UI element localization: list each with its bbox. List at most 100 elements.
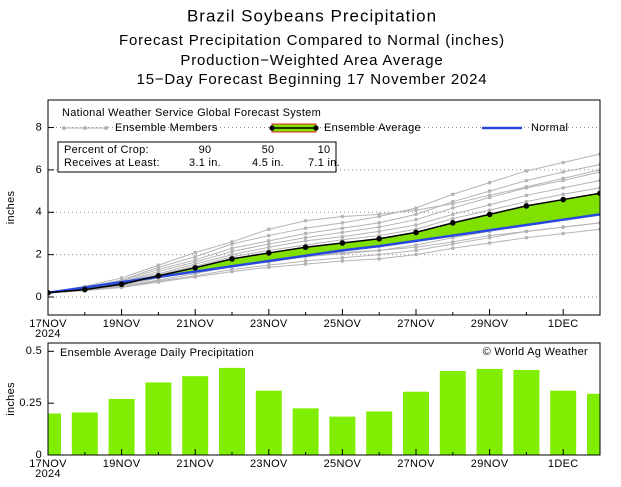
bar — [587, 393, 600, 455]
average-point — [192, 264, 198, 271]
member-point — [193, 254, 197, 259]
x-tick-label: 29NOV — [471, 458, 509, 470]
bar — [219, 367, 245, 455]
member-line — [48, 169, 600, 294]
member-point — [487, 189, 492, 193]
average-point — [597, 190, 600, 197]
member-point — [267, 242, 271, 246]
panel-title: Ensemble Average Daily Precipitation — [60, 347, 254, 359]
bar — [255, 390, 282, 455]
legend-label: Normal — [531, 122, 568, 134]
member-point — [414, 223, 418, 227]
member-line — [48, 180, 600, 294]
legend-swatch — [269, 125, 275, 131]
chart-title: Brazil Soybeans Precipitation — [187, 6, 437, 25]
member-point — [524, 229, 529, 234]
member-point — [561, 225, 565, 229]
y-tick-label: 0.5 — [26, 345, 42, 357]
member-point — [230, 249, 234, 254]
member-point — [524, 169, 529, 173]
x-tick-label: 17NOV — [29, 318, 67, 330]
bar — [145, 382, 172, 455]
member-point — [561, 186, 565, 190]
x-tick-label: 1DEC — [548, 318, 579, 330]
average-point — [523, 203, 530, 209]
y-tick-label: 2 — [36, 249, 42, 261]
average-point — [376, 235, 383, 242]
x-tick-label: 27NOV — [397, 458, 435, 470]
crop-table-cell: 50 — [262, 144, 275, 156]
member-point — [561, 176, 565, 181]
crop-table-cell: Percent of Crop: — [64, 144, 149, 156]
bar — [513, 369, 540, 455]
y-tick-label: 6 — [36, 164, 42, 176]
y-tick-label: 0 — [36, 449, 42, 461]
member-point — [377, 214, 382, 219]
member-point — [451, 240, 455, 244]
member-point — [487, 208, 492, 212]
member-point — [451, 199, 455, 204]
member-line — [48, 153, 600, 294]
member-point — [377, 229, 382, 234]
average-point — [486, 211, 493, 218]
bar — [329, 416, 356, 455]
bar — [403, 391, 429, 455]
member-point — [156, 265, 161, 270]
member-line — [48, 222, 600, 294]
member-point — [340, 221, 345, 225]
x-tick-label: 23NOV — [250, 458, 288, 470]
crop-table-cell: 7.1 in. — [308, 157, 340, 169]
average-point — [560, 196, 566, 203]
member-point — [414, 243, 418, 247]
member-line — [48, 164, 600, 294]
member-point — [451, 212, 455, 217]
member-point — [451, 246, 455, 251]
member-point — [561, 160, 565, 165]
plot-frame — [47, 342, 601, 456]
member-point — [303, 226, 308, 230]
y-tick-label: 0.25 — [19, 397, 42, 409]
member-point — [230, 242, 234, 246]
bar — [476, 368, 503, 455]
y-axis-label: inches — [5, 191, 17, 225]
x-tick-label: 23NOV — [250, 318, 288, 330]
member-point — [561, 170, 565, 174]
chart-subtitle: 15−Day Forecast Beginning 17 November 20… — [137, 71, 488, 88]
plot-area — [48, 367, 600, 455]
member-point — [414, 206, 418, 210]
crop-table-cell: Receives at Least: — [64, 157, 160, 169]
average-point — [450, 220, 456, 226]
member-point — [451, 192, 455, 197]
average-point — [82, 286, 88, 293]
x-tick-label: 27NOV — [397, 318, 435, 330]
member-point — [340, 234, 345, 239]
average-point — [302, 244, 309, 251]
member-point — [414, 252, 418, 257]
bar — [550, 390, 577, 455]
bar — [366, 411, 393, 455]
member-point — [267, 239, 271, 243]
member-point — [303, 259, 308, 263]
x-year-label: 2024 — [35, 328, 61, 340]
member-point — [377, 252, 382, 257]
legend-label: Ensemble Average — [324, 122, 421, 134]
chart-subtitle: Production−Weighted Area Average — [180, 52, 443, 69]
member-point — [340, 226, 345, 230]
member-point — [303, 218, 308, 223]
member-point — [303, 231, 308, 236]
average-point — [413, 229, 419, 236]
credit: © World Ag Weather — [483, 346, 588, 358]
member-point — [377, 221, 382, 225]
x-tick-label: 19NOV — [103, 458, 141, 470]
member-point — [193, 250, 197, 255]
member-point — [487, 193, 492, 198]
member-point — [377, 257, 382, 261]
member-point — [303, 262, 308, 266]
plot-area — [48, 127, 600, 298]
member-point — [524, 235, 529, 240]
crop-table-cell: 90 — [199, 144, 212, 156]
member-point — [414, 212, 418, 217]
member-point — [267, 263, 271, 268]
legend-swatch — [83, 126, 87, 130]
member-point — [230, 267, 234, 272]
